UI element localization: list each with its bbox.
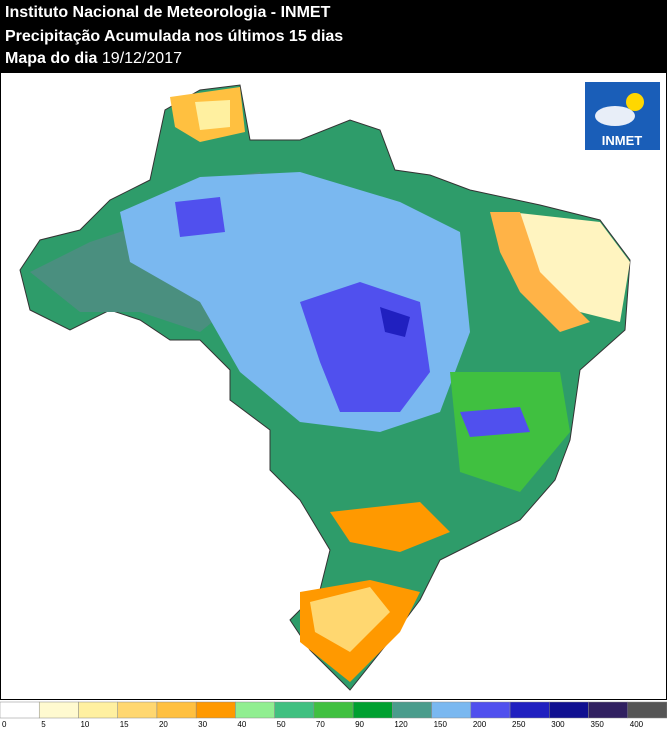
legend-swatch: [274, 701, 315, 719]
legend-swatch: [431, 701, 472, 719]
legend-label: 70: [316, 720, 325, 729]
legend-swatch: [313, 701, 354, 719]
map: INMET: [0, 72, 667, 700]
legend-label: 400: [630, 720, 644, 729]
legend-swatch: [156, 701, 197, 719]
legend-swatch: [352, 701, 393, 719]
legend-label: 50: [277, 720, 286, 729]
legend-label: 150: [434, 720, 448, 729]
header: Instituto Nacional de Meteorologia - INM…: [0, 0, 667, 72]
legend-swatch: [78, 701, 118, 719]
logo-text: INMET: [602, 133, 643, 148]
legend-swatch: [588, 701, 629, 719]
legend-label: 20: [159, 720, 168, 729]
legend-swatch: [392, 701, 432, 719]
legend-swatch: [509, 701, 550, 719]
title-line: Mapa do dia 19/12/2017: [5, 49, 182, 69]
rain-area: [310, 587, 390, 652]
legend-label: 30: [198, 720, 207, 729]
rain-area: [510, 212, 630, 322]
rain-area: [460, 407, 530, 437]
legend-swatch: [235, 701, 275, 719]
date: 19/12/2017: [101, 50, 182, 67]
legend-swatch: [117, 701, 158, 719]
legend-label: 90: [355, 720, 364, 729]
legend-label: 0: [2, 720, 7, 729]
legend-label: 5: [41, 720, 46, 729]
date-label: Mapa do dia: [5, 50, 98, 67]
rain-area: [175, 197, 225, 237]
legend-label: 300: [551, 720, 565, 729]
rain-area: [380, 307, 410, 337]
logo: INMET: [585, 82, 660, 150]
rain-area: [490, 212, 590, 332]
legend-swatch: [0, 701, 40, 719]
logo-sun: [626, 93, 644, 111]
legend-swatch: [549, 701, 589, 719]
title-line: Precipitação Acumulada nos últimos 15 di…: [5, 28, 344, 45]
rain-area: [195, 100, 230, 130]
legend-swatch: [470, 701, 511, 719]
logo-cloud: [595, 106, 635, 126]
legend-swatch: [38, 701, 79, 719]
legend-label: 350: [591, 720, 605, 729]
legend-label: 40: [237, 720, 246, 729]
legend-swatch: [627, 701, 667, 719]
legend-label: 15: [120, 720, 129, 729]
legend-label: 200: [473, 720, 487, 729]
legend: 0 5 10 15 20 30 40 50 70 90 120 150 200 250 300 350 400: [0, 701, 667, 729]
legend-swatch: [195, 701, 236, 719]
rain-area: [330, 502, 450, 552]
legend-label: 10: [80, 720, 89, 729]
legend-label: 120: [394, 720, 408, 729]
title-line: Instituto Nacional de Meteorologia - INM…: [5, 4, 331, 21]
legend-label: 250: [512, 720, 526, 729]
